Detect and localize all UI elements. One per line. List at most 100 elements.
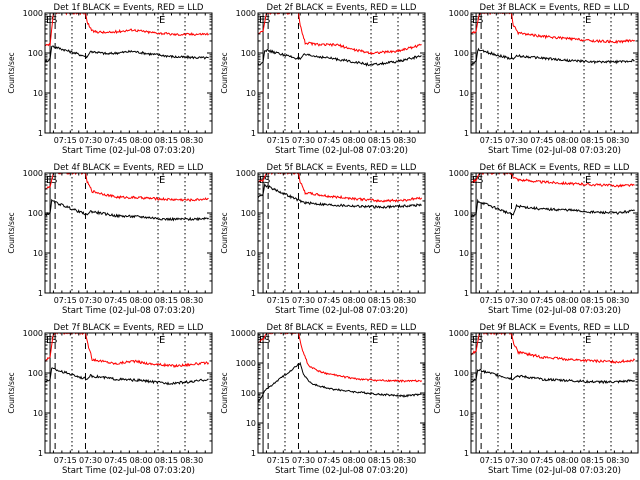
x-tick-label: 07:15 [54, 136, 77, 145]
x-tick-label: 08:15 [368, 296, 391, 305]
x-tick-label: 07:30 [505, 296, 528, 305]
series-line-lld [45, 13, 209, 47]
x-tick-label: 07:45 [104, 456, 127, 465]
x-tick-label: 07:30 [292, 296, 315, 305]
marker-label: S [264, 335, 270, 346]
x-tick-label: 08:00 [556, 296, 579, 305]
y-tick-label: 100 [28, 209, 43, 218]
panel-title: Det 5f BLACK = Events, RED = LLD [267, 163, 417, 173]
y-tick-label: 100 [454, 49, 469, 58]
y-tick-label: 100 [28, 49, 43, 58]
plot-frame [470, 332, 639, 454]
x-tick-label: 08:15 [581, 136, 604, 145]
y-tick-label: 1 [38, 449, 43, 458]
x-axis-label: Start Time (02-Jul-08 07:03:20) [62, 146, 195, 156]
y-tick-label: 1000 [23, 169, 43, 178]
panel-title: Det 3f BLACK = Events, RED = LLD [480, 3, 630, 13]
y-axis-label: Counts/sec [433, 372, 442, 413]
x-tick-label: 08:00 [556, 456, 579, 465]
series-line-events [471, 47, 635, 67]
x-tick-label: 08:00 [130, 456, 153, 465]
x-tick-label: 07:30 [505, 136, 528, 145]
x-tick-label: 07:30 [79, 456, 102, 465]
series-line-lld [45, 333, 210, 369]
marker-label: E [585, 335, 591, 346]
marker-label: E [372, 15, 378, 26]
x-tick-label: 07:15 [480, 136, 503, 145]
series-line-lld [258, 333, 422, 383]
x-tick-label: 08:15 [155, 456, 178, 465]
y-tick-label: 1000 [236, 359, 256, 368]
x-axis-label: Start Time (02-Jul-08 07:03:20) [488, 146, 621, 156]
x-tick-label: 07:30 [292, 456, 315, 465]
y-tick-label: 10 [246, 89, 256, 98]
panel-title: Det 2f BLACK = Events, RED = LLD [267, 3, 417, 13]
x-tick-label: 07:45 [317, 136, 340, 145]
x-axis-label: Start Time (02-Jul-08 07:03:20) [62, 466, 195, 476]
marker-label: E [46, 175, 52, 186]
y-tick-label: 10 [33, 409, 43, 418]
x-tick-label: 07:15 [54, 296, 77, 305]
series-line-events [45, 198, 209, 222]
y-tick-label: 1 [38, 129, 43, 138]
x-tick-label: 08:30 [393, 456, 416, 465]
y-tick-label: 10 [33, 89, 43, 98]
y-tick-label: 10000 [231, 329, 256, 338]
series-line-lld [471, 333, 636, 364]
y-tick-label: 10 [33, 249, 43, 258]
x-axis-label: Start Time (02-Jul-08 07:03:20) [275, 146, 408, 156]
y-tick-label: 1000 [236, 9, 256, 18]
x-tick-label: 08:30 [180, 136, 203, 145]
marker-label: E [159, 175, 165, 186]
panel-title: Det 4f BLACK = Events, RED = LLD [54, 163, 204, 173]
x-axis-label: Start Time (02-Jul-08 07:03:20) [488, 306, 621, 316]
marker-label: S [264, 15, 270, 26]
x-tick-label: 07:45 [530, 136, 553, 145]
plot-frame [257, 12, 426, 134]
plot-frame [470, 172, 639, 294]
x-tick-label: 08:00 [343, 136, 366, 145]
series-line-events [471, 368, 635, 385]
y-tick-label: 1 [464, 289, 469, 298]
panel-title: Det 1f BLACK = Events, RED = LLD [54, 3, 204, 13]
x-tick-label: 08:15 [155, 136, 178, 145]
plot-frame [44, 332, 213, 454]
y-axis-label: Counts/sec [220, 212, 229, 253]
marker-label: S [51, 175, 57, 186]
series-line-lld [258, 13, 422, 55]
marker-label: E [46, 15, 52, 26]
y-axis-label: Counts/sec [220, 372, 229, 413]
series-line-lld [258, 173, 423, 203]
series-line-lld [471, 173, 635, 188]
y-tick-label: 100 [454, 369, 469, 378]
x-tick-label: 08:00 [130, 296, 153, 305]
series-line-events [258, 182, 422, 210]
plot-frame [44, 172, 213, 294]
x-tick-label: 07:15 [480, 296, 503, 305]
y-axis-label: Counts/sec [7, 372, 16, 413]
marker-label: E [585, 15, 591, 26]
marker-label: E [259, 335, 265, 346]
y-axis-label: Counts/sec [433, 212, 442, 253]
panel-title: Det 9f BLACK = Events, RED = LLD [480, 323, 630, 333]
x-tick-label: 08:30 [393, 136, 416, 145]
panel-title: Det 8f BLACK = Events, RED = LLD [267, 323, 417, 333]
y-tick-label: 10 [459, 409, 469, 418]
x-tick-label: 08:15 [368, 456, 391, 465]
y-axis-label: Counts/sec [7, 52, 16, 93]
marker-label: S [264, 175, 270, 186]
y-tick-label: 10 [246, 249, 256, 258]
x-tick-label: 08:30 [606, 296, 629, 305]
series-line-lld [45, 173, 209, 202]
y-tick-label: 1 [38, 289, 43, 298]
y-tick-label: 1000 [449, 169, 469, 178]
x-tick-label: 08:30 [606, 136, 629, 145]
x-tick-label: 08:30 [180, 296, 203, 305]
y-tick-label: 100 [241, 49, 256, 58]
x-tick-label: 07:45 [530, 296, 553, 305]
